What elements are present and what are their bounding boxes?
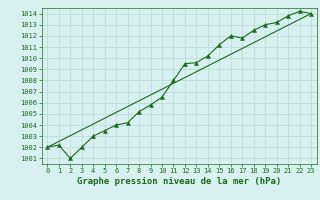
- X-axis label: Graphe pression niveau de la mer (hPa): Graphe pression niveau de la mer (hPa): [77, 177, 281, 186]
